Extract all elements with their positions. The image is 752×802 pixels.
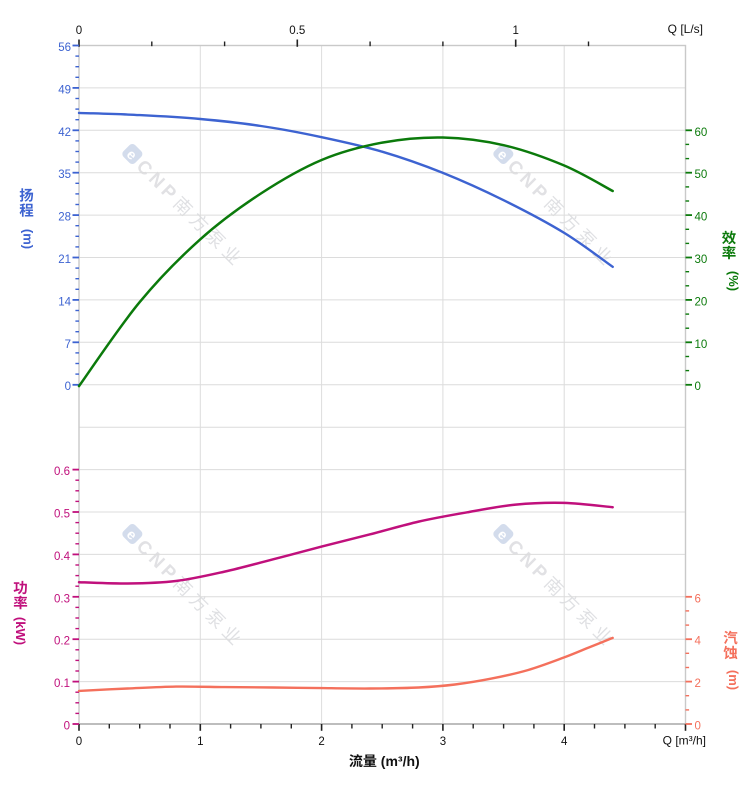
svg-text:2: 2 [318,736,324,748]
svg-text:0: 0 [695,381,701,393]
svg-text:49: 49 [58,84,71,96]
svg-text:1: 1 [197,736,203,748]
svg-text:(m): (m) [21,229,36,249]
svg-text:0: 0 [76,736,82,748]
svg-text:(kW): (kW) [13,617,28,645]
svg-text:(m³/h): (m³/h) [381,753,420,769]
svg-text:60: 60 [695,127,708,139]
svg-text:0: 0 [695,721,701,733]
svg-text:0: 0 [64,721,70,733]
svg-text:14: 14 [58,296,71,308]
svg-text:10: 10 [695,339,708,351]
svg-text:1: 1 [512,25,518,37]
svg-text:42: 42 [58,127,71,139]
svg-text:Q [m³/h]: Q [m³/h] [663,734,706,748]
svg-text:3: 3 [440,736,446,748]
svg-text:(m): (m) [726,670,741,690]
svg-text:0.5: 0.5 [289,25,305,37]
svg-text:4: 4 [561,736,568,748]
svg-text:30: 30 [695,254,708,266]
svg-text:0: 0 [76,25,82,37]
svg-text:0.2: 0.2 [54,636,70,648]
svg-text:40: 40 [695,212,708,224]
svg-text:35: 35 [58,169,71,181]
svg-text:0.6: 0.6 [54,466,70,478]
svg-text:56: 56 [58,42,71,54]
svg-text:0: 0 [65,381,71,393]
svg-text:6: 6 [695,593,701,605]
svg-text:0.3: 0.3 [54,593,70,605]
svg-text:21: 21 [58,254,71,266]
svg-text:0.4: 0.4 [54,551,71,563]
svg-text:7: 7 [65,339,71,351]
svg-text:4: 4 [695,636,702,648]
svg-text:0.1: 0.1 [54,678,70,690]
svg-text:50: 50 [695,169,708,181]
svg-text:(%): (%) [726,271,741,291]
svg-text:Q [L/s]: Q [L/s] [668,22,703,36]
svg-text:0.5: 0.5 [54,509,70,521]
svg-text:20: 20 [695,296,708,308]
svg-text:2: 2 [695,678,701,690]
svg-text:28: 28 [58,212,71,224]
